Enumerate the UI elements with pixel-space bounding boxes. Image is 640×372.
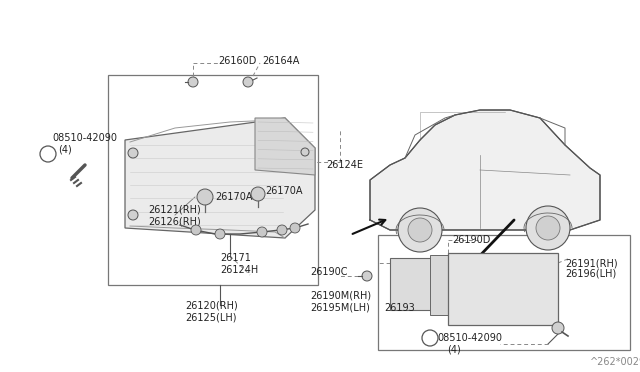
Circle shape	[188, 77, 198, 87]
Text: 26190D: 26190D	[452, 235, 490, 245]
Circle shape	[362, 271, 372, 281]
Polygon shape	[125, 118, 315, 238]
Text: 26160D: 26160D	[218, 56, 257, 66]
Bar	[430, 255, 448, 315]
Circle shape	[301, 148, 309, 156]
Text: ^262*0029: ^262*0029	[590, 357, 640, 367]
Circle shape	[526, 206, 570, 250]
Polygon shape	[255, 118, 315, 175]
Circle shape	[40, 146, 56, 162]
Circle shape	[290, 223, 300, 233]
Text: 26125(LH): 26125(LH)	[185, 312, 237, 322]
Text: 26195M(LH): 26195M(LH)	[310, 303, 370, 313]
Polygon shape	[370, 110, 600, 230]
Text: 26164A: 26164A	[262, 56, 300, 66]
Circle shape	[243, 77, 253, 87]
Circle shape	[257, 227, 267, 237]
Text: S: S	[43, 150, 49, 158]
Text: 26124E: 26124E	[326, 160, 363, 170]
Bar	[448, 253, 558, 325]
Text: 26124H: 26124H	[220, 265, 259, 275]
Text: 26190M(RH): 26190M(RH)	[310, 291, 371, 301]
Circle shape	[128, 148, 138, 158]
Text: S: S	[427, 334, 433, 343]
Circle shape	[251, 187, 265, 201]
Circle shape	[128, 210, 138, 220]
Circle shape	[422, 330, 438, 346]
Text: 26196(LH): 26196(LH)	[565, 269, 616, 279]
Text: (4): (4)	[58, 145, 72, 155]
Bar	[378, 235, 630, 350]
Bar	[108, 75, 318, 285]
Circle shape	[215, 229, 225, 239]
Text: 26170A: 26170A	[265, 186, 303, 196]
Text: 26126(RH): 26126(RH)	[148, 216, 201, 226]
Text: (4): (4)	[447, 345, 461, 355]
Circle shape	[398, 208, 442, 252]
Circle shape	[277, 225, 287, 235]
Text: 26191(RH): 26191(RH)	[565, 258, 618, 268]
Text: 08510-42090: 08510-42090	[52, 133, 117, 143]
Bar	[390, 258, 432, 310]
Text: 26121(RH): 26121(RH)	[148, 205, 201, 215]
Text: 26193: 26193	[384, 303, 415, 313]
Circle shape	[552, 322, 564, 334]
Circle shape	[191, 225, 201, 235]
Text: 26171: 26171	[220, 253, 251, 263]
Text: 26120(RH): 26120(RH)	[185, 300, 237, 310]
Text: 26170A: 26170A	[215, 192, 253, 202]
Text: 26190C: 26190C	[310, 267, 348, 277]
Text: 08510-42090: 08510-42090	[437, 333, 502, 343]
Circle shape	[197, 189, 213, 205]
Circle shape	[408, 218, 432, 242]
Circle shape	[536, 216, 560, 240]
